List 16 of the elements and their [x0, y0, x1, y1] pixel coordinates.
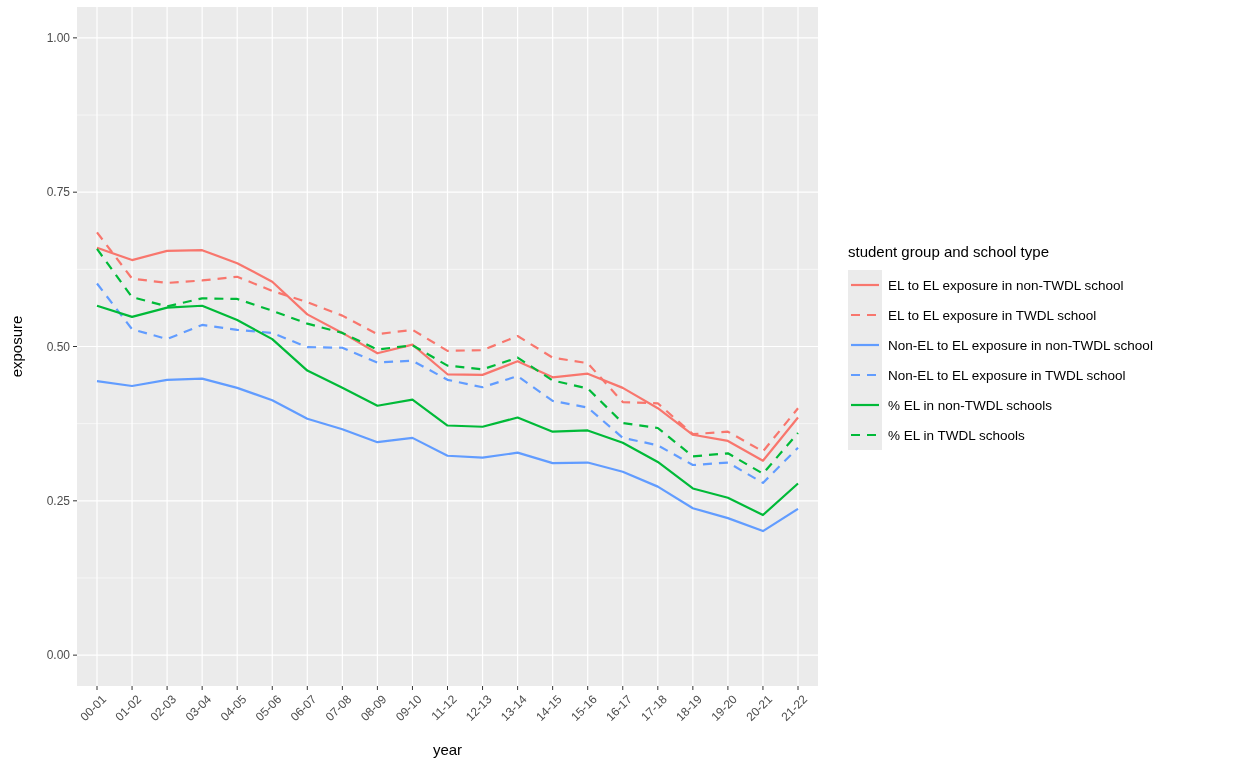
x-axis-title: year [432, 741, 463, 758]
legend-label: Non-EL to EL exposure in non-TWDL school [888, 337, 1153, 353]
legend-label: EL to EL exposure in TWDL school [888, 307, 1097, 323]
y-tick-label: 0.25 [46, 494, 71, 509]
legend-label: % EL in TWDL schools [888, 427, 1026, 443]
line-series [95, 282, 800, 485]
y-tick-label: 0.00 [46, 648, 71, 663]
y-tick-label: 1.00 [46, 31, 71, 46]
line-series [95, 377, 800, 533]
y-axis-title: exposure [8, 315, 25, 378]
y-tick-label: 0.50 [46, 339, 71, 354]
legend-title: student group and school type [848, 243, 1049, 260]
y-tick-label: 0.75 [46, 185, 71, 200]
legend-label: % EL in non-TWDL schools [888, 397, 1053, 413]
legend-label: Non-EL to EL exposure in TWDL school [888, 367, 1126, 383]
legend-label: EL to EL exposure in non-TWDL school [888, 277, 1124, 293]
